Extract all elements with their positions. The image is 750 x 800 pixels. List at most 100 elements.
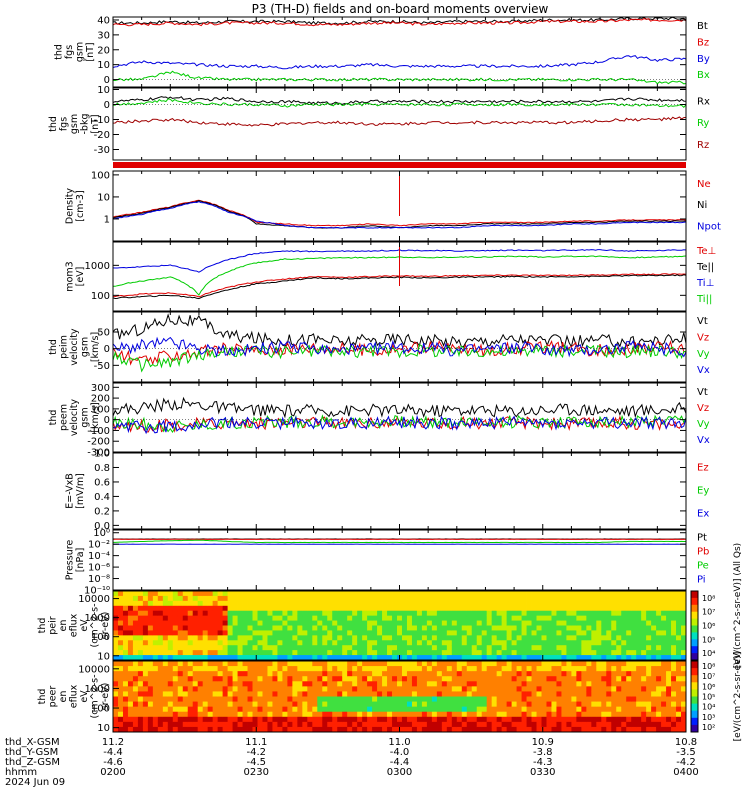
spectrogram-cell <box>352 676 358 682</box>
spectrogram-cell <box>342 706 348 713</box>
spectrogram-cell <box>566 701 572 708</box>
spectrogram-cell <box>272 681 278 687</box>
spectrogram-cell <box>411 716 418 723</box>
ytick-label: 0.6 <box>94 477 110 488</box>
spectrogram-cell <box>596 681 602 687</box>
colorbar-segment <box>691 625 698 633</box>
spectrogram-cell <box>586 595 592 602</box>
spectrogram-cell <box>372 666 378 672</box>
spectrogram-cell <box>466 635 473 641</box>
spectrogram-cell <box>521 716 527 723</box>
spectrogram-cell <box>616 696 622 702</box>
spectrogram-cell <box>227 615 233 621</box>
spectrogram-cell <box>382 625 388 631</box>
spectrogram-cell <box>601 640 607 646</box>
spectrogram-cell <box>157 701 164 708</box>
spectrogram-cell <box>676 640 682 646</box>
spectrogram-cell <box>591 716 597 723</box>
spectrogram-cell <box>411 605 418 612</box>
spectrogram-cell <box>436 701 443 708</box>
spectrogram-cell <box>342 726 348 733</box>
spectrogram-cell <box>491 691 498 697</box>
spectrogram-cell <box>327 600 333 607</box>
colorbar-tick-label: 10⁶ <box>702 682 715 691</box>
spectrogram-cell <box>626 650 632 656</box>
spectrogram-cell <box>242 615 248 621</box>
spectrogram-cell <box>471 691 478 697</box>
ytick-label: -30 <box>94 145 110 156</box>
spectrogram-cell <box>641 650 647 656</box>
spectrogram-cell <box>307 591 313 597</box>
spectrogram-cell <box>646 625 652 631</box>
spectrogram-cell <box>362 605 368 612</box>
spectrogram-cell <box>421 681 428 687</box>
spectrogram-cell <box>172 595 179 602</box>
spectrogram-cell <box>262 630 268 636</box>
spectrogram-cell <box>367 605 373 612</box>
spectrogram-cell <box>227 701 233 708</box>
spectrogram-cell <box>367 610 373 617</box>
spectrogram-cell <box>471 630 478 636</box>
spectrogram-cell <box>451 666 458 672</box>
ytick-label: 10⁻⁴ <box>88 551 110 562</box>
spectrogram-cell <box>456 630 463 636</box>
ytick-label: 10000 <box>78 664 110 675</box>
spectrogram-cell <box>556 630 562 636</box>
spectrogram-cell <box>541 591 547 597</box>
spectrogram-cell <box>506 696 513 702</box>
spectrogram-cell <box>113 610 119 617</box>
spectrogram-cell <box>357 650 363 656</box>
spectrogram-cell <box>352 655 358 661</box>
spectrogram-cell <box>222 640 228 646</box>
spectrogram-cell <box>257 645 263 651</box>
spectrogram-cell <box>666 706 672 713</box>
spectrogram-cell <box>362 691 368 697</box>
spectrogram-cell <box>616 655 622 661</box>
ylabel-line: [cm-3] <box>75 190 86 221</box>
spectrogram-cell <box>257 625 263 631</box>
spectrogram-cell <box>621 600 627 607</box>
spectrogram-cell <box>531 661 537 667</box>
spectrogram-cell <box>142 711 149 718</box>
spectrogram-cell <box>397 630 403 636</box>
spectrogram-cell <box>491 605 498 612</box>
spectrogram-cell <box>471 620 478 626</box>
spectrogram-cell <box>461 726 468 733</box>
spectrogram-cell <box>277 726 283 733</box>
spectrogram-cell <box>212 661 219 667</box>
spectrogram-cell <box>342 681 348 687</box>
spectrogram-cell <box>641 681 647 687</box>
spectrogram-cell <box>471 681 478 687</box>
spectrogram-cell <box>192 655 199 661</box>
spectrogram-cell <box>596 686 602 692</box>
spectrogram-cell <box>591 595 597 602</box>
spectrogram-cell <box>576 686 582 692</box>
spectrogram-cell <box>382 591 388 597</box>
spectrogram-cell <box>267 721 273 728</box>
spectrogram-cell <box>262 591 268 597</box>
spectrogram-cell <box>561 640 567 646</box>
spectrogram-cell <box>192 681 199 687</box>
spectrogram-cell <box>382 716 388 723</box>
spectrogram-cell <box>352 645 358 651</box>
spectrogram-cell <box>122 721 129 728</box>
spectrogram-cell <box>177 625 184 631</box>
spectrogram-cell <box>117 591 124 597</box>
spectrogram-cell <box>666 645 672 651</box>
spectrogram-cell <box>621 686 627 692</box>
spectrogram-cell <box>337 591 343 597</box>
spectrogram-cell <box>207 721 214 728</box>
spectrogram-cell <box>177 671 184 677</box>
spectrogram-cell <box>322 716 328 723</box>
spectrogram-cell <box>626 666 632 672</box>
spectrogram-cell <box>242 671 248 677</box>
spectrogram-cell <box>177 721 184 728</box>
spectrogram-cell <box>436 711 443 718</box>
spectrogram-cell <box>332 671 338 677</box>
spectrogram-cell <box>486 726 493 733</box>
spectrogram-cell <box>182 661 189 667</box>
spectrogram-cell <box>531 640 537 646</box>
spectrogram-cell <box>232 615 238 621</box>
spectrogram-cell <box>167 681 174 687</box>
spectrogram-cell <box>536 600 542 607</box>
